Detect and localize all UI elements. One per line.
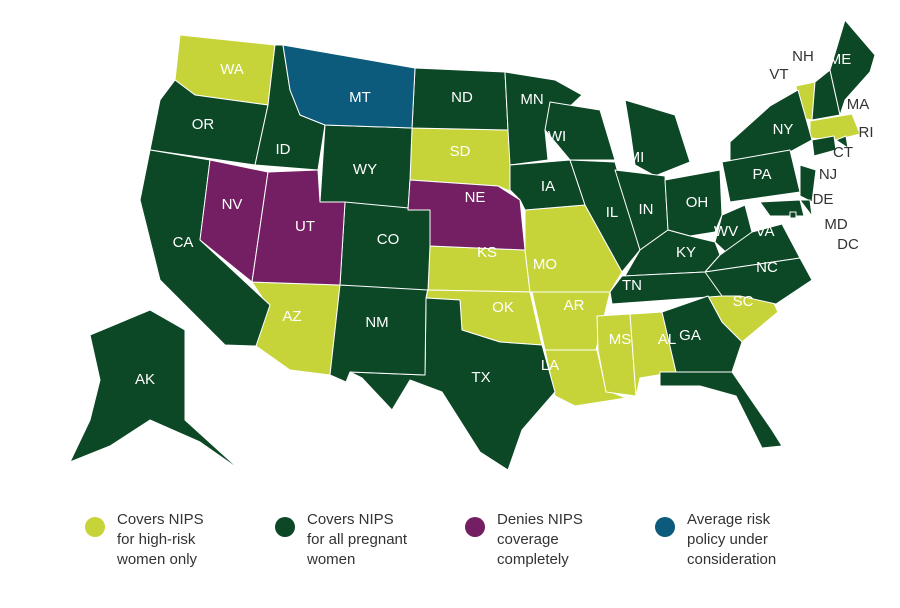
legend-label: for all pregnant (307, 531, 408, 548)
legend-swatch (465, 517, 485, 537)
state-label: MT (349, 89, 371, 106)
state-label: IA (541, 178, 555, 195)
state-label: AK (135, 371, 155, 388)
state-label: NJ (819, 166, 837, 183)
state-label: AL (658, 331, 676, 348)
state-label: CO (377, 231, 400, 248)
state (251, 169, 346, 286)
state-label: MA (847, 96, 870, 113)
state (729, 89, 813, 163)
state-label: CA (173, 234, 194, 251)
state-label: VT (769, 66, 788, 83)
state-label: WY (353, 161, 377, 178)
legend-label: Average risk (687, 511, 771, 528)
state-label: NY (773, 121, 794, 138)
state-label: NV (222, 196, 243, 213)
state-label: OR (192, 116, 215, 133)
state-label: NH (792, 48, 814, 65)
legend-label: policy under (687, 531, 768, 548)
state (544, 101, 616, 161)
state (829, 19, 876, 116)
state-label: TX (471, 369, 490, 386)
state-label: MS (609, 331, 632, 348)
legend-label: completely (497, 551, 569, 568)
state-label: NM (365, 314, 388, 331)
state (251, 281, 341, 376)
state (659, 371, 783, 449)
state (704, 257, 813, 305)
legend-label: for high-risk (117, 531, 196, 548)
legend-swatch (85, 517, 105, 537)
legend-label: Denies NIPS (497, 511, 583, 528)
state (69, 309, 241, 471)
state-label: MD (824, 216, 847, 233)
state-label: KY (676, 244, 696, 261)
state (799, 164, 817, 203)
state-label: OK (492, 299, 514, 316)
state-labels: WA SD KS MO OK AR AZ LA MS AL SC VT MA OR CA ID WY ND MN WI… (135, 48, 874, 418)
state-label: TN (622, 277, 642, 294)
state (569, 159, 641, 273)
state-label: MI (628, 149, 645, 166)
state-label: WA (220, 61, 244, 78)
legend-label: Covers NIPS (117, 511, 204, 528)
state (629, 311, 677, 397)
state-label: ID (276, 141, 291, 158)
legend-swatch (275, 517, 295, 537)
legend-label: coverage (497, 531, 559, 548)
state (329, 284, 429, 383)
state-label: DE (813, 191, 834, 208)
state (282, 44, 416, 129)
state-label: UT (295, 218, 315, 235)
state (835, 135, 849, 149)
state-label: ND (451, 89, 473, 106)
state (349, 297, 556, 471)
state-label: SC (733, 293, 754, 310)
legend-label: women only (116, 551, 198, 568)
state-label: OH (686, 194, 709, 211)
state-label: IN (639, 201, 654, 218)
state-label: VA (756, 223, 775, 240)
state-label: DC (837, 236, 859, 253)
state (759, 199, 805, 217)
state (704, 223, 801, 273)
state-label: NE (465, 189, 486, 206)
legend-label: women (306, 551, 355, 568)
state-label: WV (714, 223, 738, 240)
state-label: PA (753, 166, 772, 183)
state-label: MO (533, 256, 557, 273)
state-label: SD (450, 143, 471, 160)
state (407, 179, 526, 251)
state-label: AZ (282, 308, 301, 325)
state (811, 135, 837, 157)
state-label: LA (541, 357, 559, 374)
legend-label: consideration (687, 551, 776, 568)
state (596, 313, 637, 397)
state-label: CT (833, 144, 853, 161)
state-label: AR (564, 297, 585, 314)
state-label: FL (703, 401, 721, 418)
state-label: IL (606, 204, 619, 221)
state-label: GA (679, 327, 701, 344)
state-label: RI (859, 124, 874, 141)
legend-swatch (655, 517, 675, 537)
legend-label: Covers NIPS (307, 511, 394, 528)
state (799, 199, 813, 217)
states (69, 19, 876, 471)
state-label: KS (477, 244, 497, 261)
state-label: MN (520, 91, 543, 108)
state (789, 211, 797, 219)
state-label: NC (756, 259, 778, 276)
state-label: ME (829, 51, 852, 68)
state-label: WI (548, 128, 566, 145)
state (504, 71, 583, 166)
